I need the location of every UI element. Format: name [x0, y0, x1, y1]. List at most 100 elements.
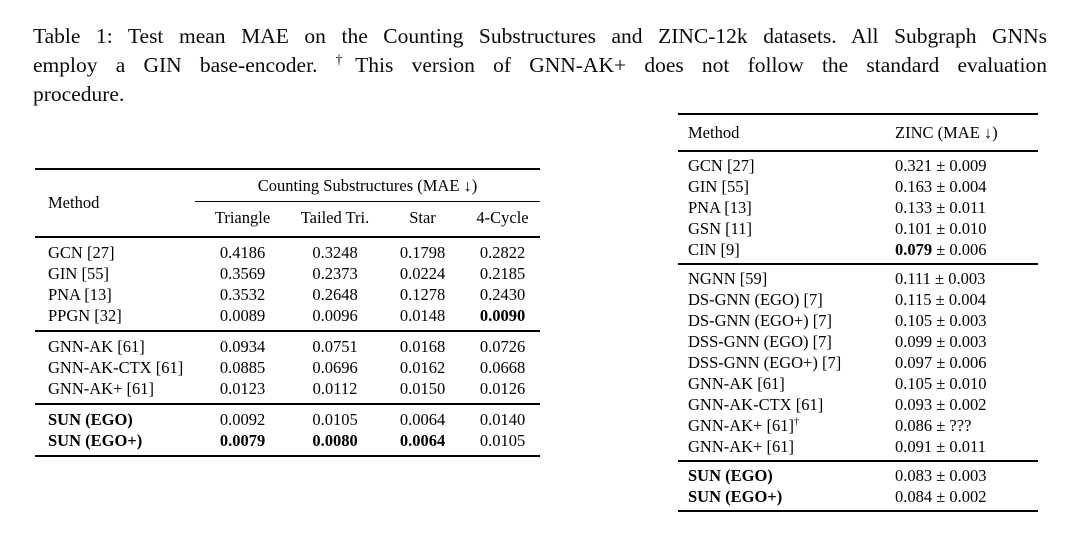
value-cell: 0.0105	[312, 410, 358, 429]
method-cell: DSS-GNN (EGO) [7]	[688, 332, 832, 351]
value-cell: 0.0105	[479, 431, 526, 450]
right-table-group-baselines: GCN [27] 0.321 ± 0.009 GIN [55] 0.163 ± …	[678, 151, 1038, 264]
mae-stddev: ± 0.004	[935, 290, 986, 309]
value-cell: 0.4186	[219, 243, 266, 262]
mae-stddev: ± ???	[936, 416, 972, 435]
table-row: SUN (EGO+) 0.0079 0.0080 0.0064 0.0105	[35, 430, 540, 456]
value-cell: 0.083 ± 0.003	[895, 461, 1038, 486]
method-cell: CIN [9]	[688, 240, 740, 259]
mae-stddev: ± 0.009	[936, 156, 987, 175]
value-cell: 0.0096	[312, 306, 358, 325]
value-cell: 0.0168	[399, 337, 446, 356]
caption-line: employ a GIN base-encoder. †This version…	[33, 51, 1047, 80]
value-cell: 0.321 ± 0.009	[895, 151, 1038, 176]
right-table-group-sun: SUN (EGO) 0.083 ± 0.003 SUN (EGO+) 0.084…	[678, 461, 1038, 511]
value-cell: 0.0089	[219, 306, 266, 325]
table-row: GIN [55] 0.3569 0.2373 0.0224 0.2185	[35, 263, 540, 284]
method-cell: DS-GNN (EGO+) [7]	[688, 311, 833, 330]
value-cell: 0.101 ± 0.010	[895, 218, 1038, 239]
value-cell: 0.0751	[312, 337, 358, 356]
left-table-group-baselines: GCN [27] 0.4186 0.3248 0.1798 0.2822 GIN…	[35, 237, 540, 331]
value-cell: 0.133 ± 0.011	[895, 197, 1038, 218]
value-cell: 0.1798	[399, 243, 446, 262]
mae-stddev: ± 0.011	[936, 198, 986, 217]
value-cell: 0.1278	[399, 285, 446, 304]
method-column-header: Method	[688, 123, 740, 142]
table-row: GNN-AK+ [61] 0.091 ± 0.011	[678, 436, 1038, 461]
method-cell: DS-GNN (EGO) [7]	[688, 290, 823, 309]
mae-value: 0.084	[895, 487, 933, 506]
table-row: NGNN [59] 0.111 ± 0.003	[678, 264, 1038, 289]
zinc-column-header: ZINC (MAE ↓)	[895, 123, 998, 142]
method-column-header: Method	[48, 193, 100, 212]
mae-value: 0.105	[895, 311, 933, 330]
caption-line: Table 1: Test mean MAE on the Counting S…	[33, 22, 1047, 51]
method-cell: GCN [27]	[688, 156, 755, 175]
method-cell: SUN (EGO)	[48, 410, 133, 429]
value-cell: 0.0150	[399, 379, 446, 398]
mae-stddev: ± 0.004	[936, 177, 987, 196]
mae-stddev: ± 0.003	[936, 311, 987, 330]
mae-value: 0.321	[895, 156, 933, 175]
table-row: SUN (EGO+) 0.084 ± 0.002	[678, 486, 1038, 511]
table-row: GNN-AK-CTX [61] 0.0885 0.0696 0.0162 0.0…	[35, 357, 540, 378]
value-cell: 0.0064	[399, 410, 446, 429]
value-cell: 0.105 ± 0.003	[895, 310, 1038, 331]
method-cell: PPGN [32]	[48, 306, 122, 325]
table-row: GNN-AK+ [61]† 0.086 ± ???	[678, 415, 1038, 436]
value-cell: 0.2185	[479, 264, 526, 283]
mae-value: 0.111	[895, 269, 931, 288]
mae-stddev: ± 0.006	[936, 353, 987, 372]
mae-value: 0.086	[895, 416, 933, 435]
method-cell: GNN-AK-CTX [61]	[688, 395, 824, 414]
caption-text: procedure.	[33, 82, 125, 106]
method-cell: GCN [27]	[48, 243, 115, 262]
value-cell: 0.0092	[219, 410, 266, 429]
value-cell: 0.0112	[312, 379, 358, 398]
value-cell: 0.0140	[479, 410, 526, 429]
table-row: GSN [11] 0.101 ± 0.010	[678, 218, 1038, 239]
table-row: Method Counting Substructures (MAE ↓)	[35, 169, 541, 212]
mae-stddev: ± 0.003	[936, 466, 987, 485]
column-header-4-cycle: 4-Cycle	[476, 208, 529, 227]
mae-value: 0.101	[895, 219, 933, 238]
column-header-triangle: Triangle	[214, 208, 271, 227]
method-cell: GIN [55]	[688, 177, 749, 196]
mae-value: 0.097	[895, 353, 933, 372]
method-cell: DSS-GNN (EGO+) [7]	[688, 353, 842, 372]
value-cell: 0.0224	[399, 264, 446, 283]
value-cell: 0.097 ± 0.006	[895, 352, 1038, 373]
method-cell: GSN [11]	[688, 219, 753, 238]
table-row: SUN (EGO) 0.0092 0.0105 0.0064 0.0140	[35, 404, 540, 430]
mae-value: 0.163	[895, 177, 933, 196]
table-row: GNN-AK [61] 0.105 ± 0.010	[678, 373, 1038, 394]
value-cell: 0.0090	[479, 306, 526, 325]
value-cell: 0.0080	[312, 431, 358, 450]
column-header-star: Star	[409, 208, 436, 227]
value-cell: 0.3248	[312, 243, 358, 262]
span-column-header: Counting Substructures (MAE ↓)	[195, 169, 541, 202]
method-cell: GNN-AK+ [61]†	[678, 415, 895, 436]
method-cell: GNN-AK+ [61]	[48, 379, 154, 398]
value-cell: 0.0162	[399, 358, 446, 377]
value-cell: 0.111 ± 0.003	[895, 264, 1038, 289]
method-cell: SUN (EGO+)	[688, 487, 783, 506]
method-cell: PNA [13]	[48, 285, 112, 304]
value-cell: 0.0126	[479, 379, 526, 398]
value-cell: 0.3532	[219, 285, 266, 304]
table-row: DS-GNN (EGO) [7] 0.115 ± 0.004	[678, 289, 1038, 310]
table-caption: Table 1: Test mean MAE on the Counting S…	[33, 22, 1047, 109]
value-cell: 0.0934	[219, 337, 266, 356]
mae-stddev: ± 0.006	[936, 240, 987, 259]
method-cell: NGNN [59]	[688, 269, 768, 288]
mae-value: 0.105	[895, 374, 933, 393]
table-row: GNN-AK-CTX [61] 0.093 ± 0.002	[678, 394, 1038, 415]
value-cell: 0.0123	[219, 379, 266, 398]
method-cell: SUN (EGO)	[688, 466, 773, 485]
right-table-header: Method ZINC (MAE ↓)	[678, 114, 1038, 151]
mae-stddev: ± 0.002	[936, 395, 987, 414]
value-cell: 0.2648	[312, 285, 358, 304]
column-header-tailed-tri: Tailed Tri.	[300, 208, 370, 227]
value-cell: 0.0148	[399, 306, 446, 325]
